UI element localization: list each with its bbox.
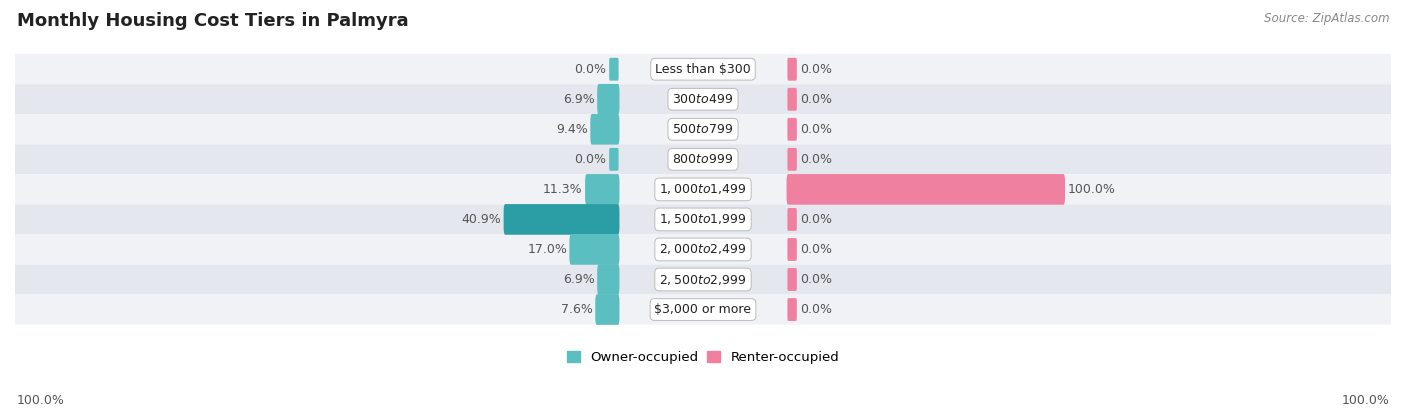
FancyBboxPatch shape [609,58,619,81]
FancyBboxPatch shape [591,114,620,144]
FancyBboxPatch shape [598,264,620,295]
Text: $800 to $999: $800 to $999 [672,153,734,166]
Text: Less than $300: Less than $300 [655,63,751,76]
FancyBboxPatch shape [15,144,1391,174]
Text: 100.0%: 100.0% [1067,183,1115,196]
Text: 100.0%: 100.0% [17,394,65,407]
FancyBboxPatch shape [598,84,620,115]
FancyBboxPatch shape [787,208,797,231]
Text: 6.9%: 6.9% [564,93,595,106]
Text: $3,000 or more: $3,000 or more [655,303,751,316]
FancyBboxPatch shape [787,148,797,171]
FancyBboxPatch shape [787,268,797,291]
Text: 0.0%: 0.0% [800,273,832,286]
FancyBboxPatch shape [15,205,1391,234]
Legend: Owner-occupied, Renter-occupied: Owner-occupied, Renter-occupied [561,346,845,369]
FancyBboxPatch shape [15,114,1391,144]
Text: 0.0%: 0.0% [800,303,832,316]
Text: $300 to $499: $300 to $499 [672,93,734,106]
FancyBboxPatch shape [15,234,1391,264]
Text: 0.0%: 0.0% [574,153,606,166]
Text: 7.6%: 7.6% [561,303,593,316]
Text: 6.9%: 6.9% [564,273,595,286]
FancyBboxPatch shape [15,54,1391,84]
Text: $500 to $799: $500 to $799 [672,123,734,136]
Text: 0.0%: 0.0% [800,123,832,136]
Text: 40.9%: 40.9% [461,213,502,226]
Text: 9.4%: 9.4% [557,123,588,136]
FancyBboxPatch shape [15,295,1391,325]
FancyBboxPatch shape [787,238,797,261]
FancyBboxPatch shape [595,294,620,325]
Text: 100.0%: 100.0% [1341,394,1389,407]
FancyBboxPatch shape [585,174,620,205]
Text: 0.0%: 0.0% [574,63,606,76]
Text: 0.0%: 0.0% [800,63,832,76]
Text: 0.0%: 0.0% [800,213,832,226]
FancyBboxPatch shape [786,174,1064,205]
FancyBboxPatch shape [609,148,619,171]
Text: 0.0%: 0.0% [800,153,832,166]
Text: $1,500 to $1,999: $1,500 to $1,999 [659,212,747,227]
FancyBboxPatch shape [15,84,1391,114]
Text: $2,000 to $2,499: $2,000 to $2,499 [659,242,747,256]
Text: $2,500 to $2,999: $2,500 to $2,999 [659,273,747,286]
FancyBboxPatch shape [569,234,620,265]
Text: $1,000 to $1,499: $1,000 to $1,499 [659,182,747,196]
FancyBboxPatch shape [15,174,1391,205]
FancyBboxPatch shape [503,204,620,235]
Text: Source: ZipAtlas.com: Source: ZipAtlas.com [1264,12,1389,25]
Text: 0.0%: 0.0% [800,243,832,256]
FancyBboxPatch shape [787,58,797,81]
FancyBboxPatch shape [15,264,1391,295]
Text: 11.3%: 11.3% [543,183,583,196]
Text: 17.0%: 17.0% [527,243,567,256]
Text: Monthly Housing Cost Tiers in Palmyra: Monthly Housing Cost Tiers in Palmyra [17,12,409,30]
Text: 0.0%: 0.0% [800,93,832,106]
FancyBboxPatch shape [787,88,797,111]
FancyBboxPatch shape [787,118,797,141]
FancyBboxPatch shape [787,298,797,321]
